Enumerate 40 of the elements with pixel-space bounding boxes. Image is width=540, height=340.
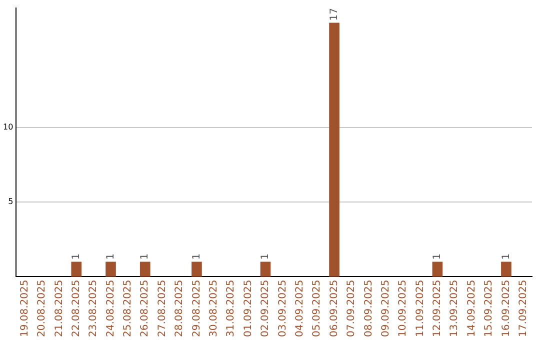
data-label: 1: [432, 253, 444, 260]
x-tick-label: 23.08.2025: [88, 280, 100, 338]
x-tick-label: 19.08.2025: [19, 280, 30, 338]
x-tick-label: 07.09.2025: [346, 280, 358, 338]
x-tick-label: 14.09.2025: [466, 280, 478, 338]
x-tick-label: 16.09.2025: [500, 280, 512, 338]
data-label: 1: [260, 253, 272, 260]
data-label: 1: [500, 253, 512, 260]
x-tick-label: 09.09.2025: [380, 280, 392, 338]
x-tick-label: 15.09.2025: [484, 280, 495, 338]
x-tick-label: 24.08.2025: [105, 280, 116, 338]
x-tick-label: 02.09.2025: [260, 280, 272, 338]
x-tick-label: 03.09.2025: [277, 280, 288, 338]
x-tick-label: 08.09.2025: [363, 280, 374, 338]
data-label: 1: [70, 253, 82, 260]
data-label: 1: [191, 253, 202, 260]
x-tick-label: 26.08.2025: [140, 280, 151, 338]
x-tick-label: 21.08.2025: [54, 280, 65, 338]
x-tick-label: 22.08.2025: [70, 280, 82, 338]
y-tick-label: 5: [8, 197, 14, 206]
x-tick-label: 13.09.2025: [449, 280, 460, 338]
x-tick-label: 12.09.2025: [432, 280, 444, 338]
x-tick-label: 06.09.2025: [328, 280, 340, 338]
x-tick-label: 10.09.2025: [398, 280, 409, 338]
x-tick-label: 30.08.2025: [208, 280, 220, 338]
x-tick-label: 04.09.2025: [294, 280, 306, 338]
x-tick-label: 25.08.2025: [122, 280, 134, 338]
x-tick-label: 31.08.2025: [226, 280, 237, 338]
data-label: 17: [328, 8, 340, 21]
x-tick-label: 28.08.2025: [174, 280, 186, 338]
x-tick-label: 11.09.2025: [414, 280, 426, 338]
x-tick-label: 17.09.2025: [518, 280, 529, 338]
x-tick-label: 01.09.2025: [242, 280, 254, 338]
x-tick-label: 20.08.2025: [36, 280, 48, 338]
x-tick-label: 29.08.2025: [191, 280, 202, 338]
x-tick-label: 05.09.2025: [312, 280, 323, 338]
data-label: 1: [105, 253, 116, 260]
x-tick-label: 27.08.2025: [156, 280, 168, 338]
y-tick-label: 10: [2, 122, 14, 132]
data-label: 1: [140, 253, 151, 260]
